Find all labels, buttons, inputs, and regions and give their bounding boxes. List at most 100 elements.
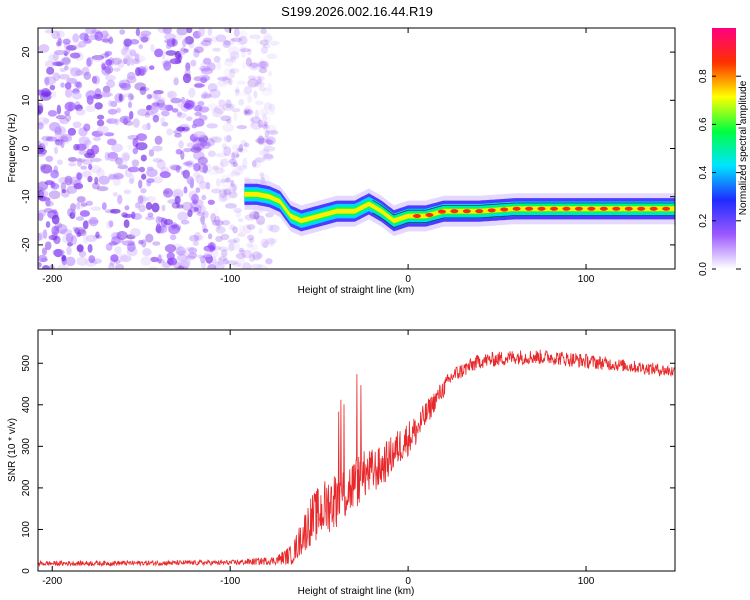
- noise-speckle: [152, 146, 163, 152]
- noise-speckle: [50, 91, 56, 97]
- x-tick-label: 100: [578, 576, 595, 587]
- noise-speckle: [178, 140, 184, 148]
- noise-speckle: [73, 227, 79, 231]
- noise-speckle: [160, 171, 171, 178]
- noise-speckle: [88, 255, 95, 263]
- snr-series-line: [38, 350, 675, 566]
- spectrogram-marks: [33, 24, 675, 273]
- noise-speckle: [40, 164, 52, 173]
- noise-speckle: [96, 168, 104, 178]
- signal-peak: [550, 207, 558, 211]
- x-tick-label: 0: [405, 274, 411, 285]
- noise-speckle: [139, 44, 144, 49]
- noise-speckle: [257, 264, 268, 271]
- noise-speckle: [225, 203, 237, 209]
- noise-speckle: [52, 215, 60, 225]
- noise-speckle: [165, 244, 176, 252]
- noise-speckle: [72, 33, 79, 42]
- noise-speckle: [166, 43, 172, 49]
- noise-speckle: [263, 36, 273, 42]
- noise-speckle: [44, 208, 54, 213]
- signal-peak: [612, 207, 620, 211]
- noise-speckle: [65, 88, 73, 98]
- noise-speckle: [233, 208, 242, 213]
- noise-speckle: [128, 101, 132, 108]
- noise-speckle: [81, 144, 89, 150]
- noise-speckle: [76, 202, 80, 210]
- signal-peak: [637, 207, 645, 211]
- noise-speckle: [211, 36, 218, 43]
- noise-speckle: [120, 83, 131, 91]
- y-tick-label: -20: [21, 237, 32, 252]
- noise-speckle: [150, 44, 154, 52]
- noise-speckle: [166, 129, 173, 136]
- noise-speckle: [101, 38, 109, 42]
- noise-speckle: [269, 104, 275, 112]
- noise-speckle: [90, 206, 101, 211]
- spectrogram-panel: -200 -100 0 100 -20-1001020 Height of strai…: [7, 24, 675, 296]
- noise-speckle: [198, 254, 202, 258]
- noise-speckle: [139, 167, 145, 173]
- noise-speckle: [171, 165, 183, 171]
- noise-speckle: [61, 255, 66, 262]
- noise-speckle: [164, 33, 175, 40]
- noise-speckle: [73, 180, 82, 189]
- noise-speckle: [224, 25, 232, 32]
- noise-speckle: [54, 50, 65, 55]
- noise-speckle: [66, 247, 71, 256]
- noise-speckle: [255, 253, 263, 259]
- signal-peak: [488, 208, 496, 212]
- noise-speckle: [129, 49, 136, 56]
- noise-speckle: [105, 59, 112, 66]
- noise-speckle: [147, 167, 154, 171]
- y-tick-label: 20: [21, 46, 32, 58]
- noise-speckle: [43, 118, 50, 124]
- x-tick-label: 100: [578, 274, 595, 285]
- noise-speckle: [64, 110, 70, 116]
- noise-speckle: [58, 38, 62, 47]
- noise-speckle: [117, 195, 122, 205]
- noise-speckle: [261, 46, 268, 54]
- noise-speckle: [57, 159, 63, 165]
- noise-speckle: [187, 209, 192, 217]
- colorbar-label: Normalized spectral amplitude: [738, 80, 749, 215]
- noise-speckle: [136, 133, 147, 141]
- noise-speckle: [195, 187, 200, 193]
- noise-speckle: [141, 155, 147, 162]
- noise-speckle: [139, 195, 146, 205]
- noise-speckle: [45, 201, 54, 207]
- noise-speckle: [131, 212, 135, 220]
- noise-speckle: [106, 118, 117, 124]
- noise-speckle: [179, 49, 186, 54]
- noise-speckle: [106, 80, 115, 89]
- noise-speckle: [158, 254, 164, 259]
- y-tick-label: 400: [21, 396, 32, 413]
- noise-speckle: [193, 151, 205, 160]
- noise-speckle: [161, 205, 165, 212]
- snr-y-label: SNR (10 * v/v): [7, 418, 18, 482]
- noise-speckle: [176, 126, 185, 131]
- noise-speckle: [109, 175, 119, 180]
- noise-speckle: [197, 101, 204, 107]
- noise-speckle: [224, 59, 233, 67]
- noise-speckle: [68, 157, 77, 162]
- noise-speckle: [208, 233, 212, 239]
- noise-speckle: [78, 150, 87, 155]
- noise-speckle: [209, 136, 219, 142]
- noise-speckle: [124, 219, 130, 228]
- noise-speckle: [231, 108, 240, 112]
- noise-speckle: [214, 216, 220, 225]
- noise-speckle: [119, 94, 123, 102]
- noise-speckle: [54, 165, 58, 174]
- signal-peak: [587, 207, 595, 211]
- noise-speckle: [209, 89, 220, 99]
- signal-peak: [575, 207, 583, 211]
- noise-speckle: [136, 142, 148, 150]
- noise-speckle: [40, 191, 49, 198]
- noise-speckle: [187, 176, 195, 184]
- noise-speckle: [180, 257, 191, 267]
- colorbar-tick-label: 0.2: [698, 213, 709, 227]
- noise-speckle: [167, 252, 175, 260]
- noise-speckle: [92, 55, 103, 62]
- noise-speckle: [42, 266, 51, 271]
